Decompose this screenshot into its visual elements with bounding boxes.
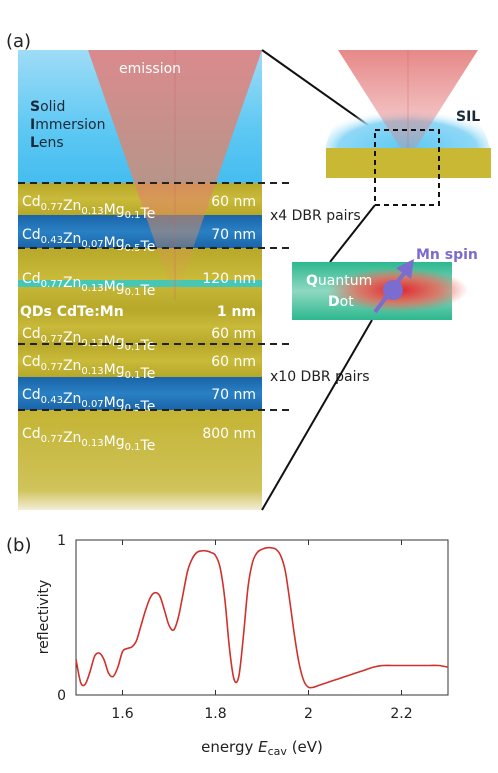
x-tick-label: 1.6 — [111, 706, 133, 722]
layer-thickness: 70 nm — [211, 387, 256, 403]
dbr-top-label: x4 DBR pairs — [270, 208, 361, 224]
sil-inset: SIL — [325, 50, 491, 206]
dbr-boundaries — [18, 182, 292, 411]
layer-formula: Cd0.77Zn0.13Mg0.1Te — [22, 354, 155, 382]
plot-frame — [75, 539, 449, 696]
layer-thickness: 800 nm — [202, 426, 256, 442]
sil-full-label: Solid Immersion Lens — [30, 99, 110, 151]
layer-7 — [18, 410, 262, 510]
zoom-box — [374, 129, 440, 206]
quantum-dot-layer — [18, 280, 262, 287]
layer-thickness: 60 nm — [211, 326, 256, 342]
emission-label: emission — [119, 61, 181, 77]
y-axis-label: reflectivity — [36, 580, 52, 655]
zoom-line-bottom — [261, 319, 373, 511]
layer-thickness: 120 nm — [202, 271, 256, 287]
layer-thickness: 70 nm — [211, 227, 256, 243]
layer-labels: Cd0.77Zn0.13Mg0.1Te 60 nm Cd0.43Zn0.07Mg0.… — [20, 194, 256, 454]
x-tick-label: 2 — [304, 706, 313, 722]
mn-spin-dot — [383, 280, 403, 300]
layer-formula: Cd0.77Zn0.13Mg0.1Te — [22, 194, 155, 222]
layer-formula: QDs CdTe:Mn — [20, 304, 124, 320]
mn-spin-label: Mn spin — [416, 247, 478, 263]
layer-formula: Cd0.77Zn0.13Mg0.1Te — [22, 426, 155, 454]
layer-formula: Cd0.77Zn0.13Mg0.1Te — [22, 326, 155, 354]
layer-thickness: 60 nm — [211, 194, 256, 210]
layer-3 — [18, 248, 262, 310]
layer-thickness: 1 nm — [217, 304, 256, 320]
y-tick-label: 0 — [57, 688, 66, 704]
y-tick-label: 1 — [57, 533, 66, 549]
layer-6 — [18, 377, 262, 410]
x-tick-label: 2.2 — [390, 706, 412, 722]
layer-formula: Cd0.43Zn0.07Mg0.5Te — [22, 387, 155, 415]
panel-a-label: (a) — [6, 31, 31, 52]
zoom-line-qd — [329, 204, 376, 263]
panel-b-label: (b) — [6, 535, 31, 556]
dbr-bottom-label: x10 DBR pairs — [270, 369, 370, 385]
chart: 0 1 1.6 1.8 2 2.2 reflectivity energy Ecav (… — [36, 533, 449, 758]
quantum-dot-inset: Quantum Dot Mn spin — [292, 247, 478, 320]
layer-2 — [18, 215, 262, 248]
sil-short-label: SIL — [456, 109, 480, 125]
svg-text:Quantum Dot: Quantum Dot — [306, 273, 377, 310]
layer-formula: Cd0.77Zn0.13Mg0.1Te — [22, 271, 155, 299]
x-axis-label: energy Ecav (eV) — [201, 738, 323, 758]
x-tick-label: 1.8 — [204, 706, 226, 722]
layer-thickness: 60 nm — [211, 354, 256, 370]
reflectivity-curve — [75, 546, 449, 689]
layer-5 — [18, 344, 262, 377]
